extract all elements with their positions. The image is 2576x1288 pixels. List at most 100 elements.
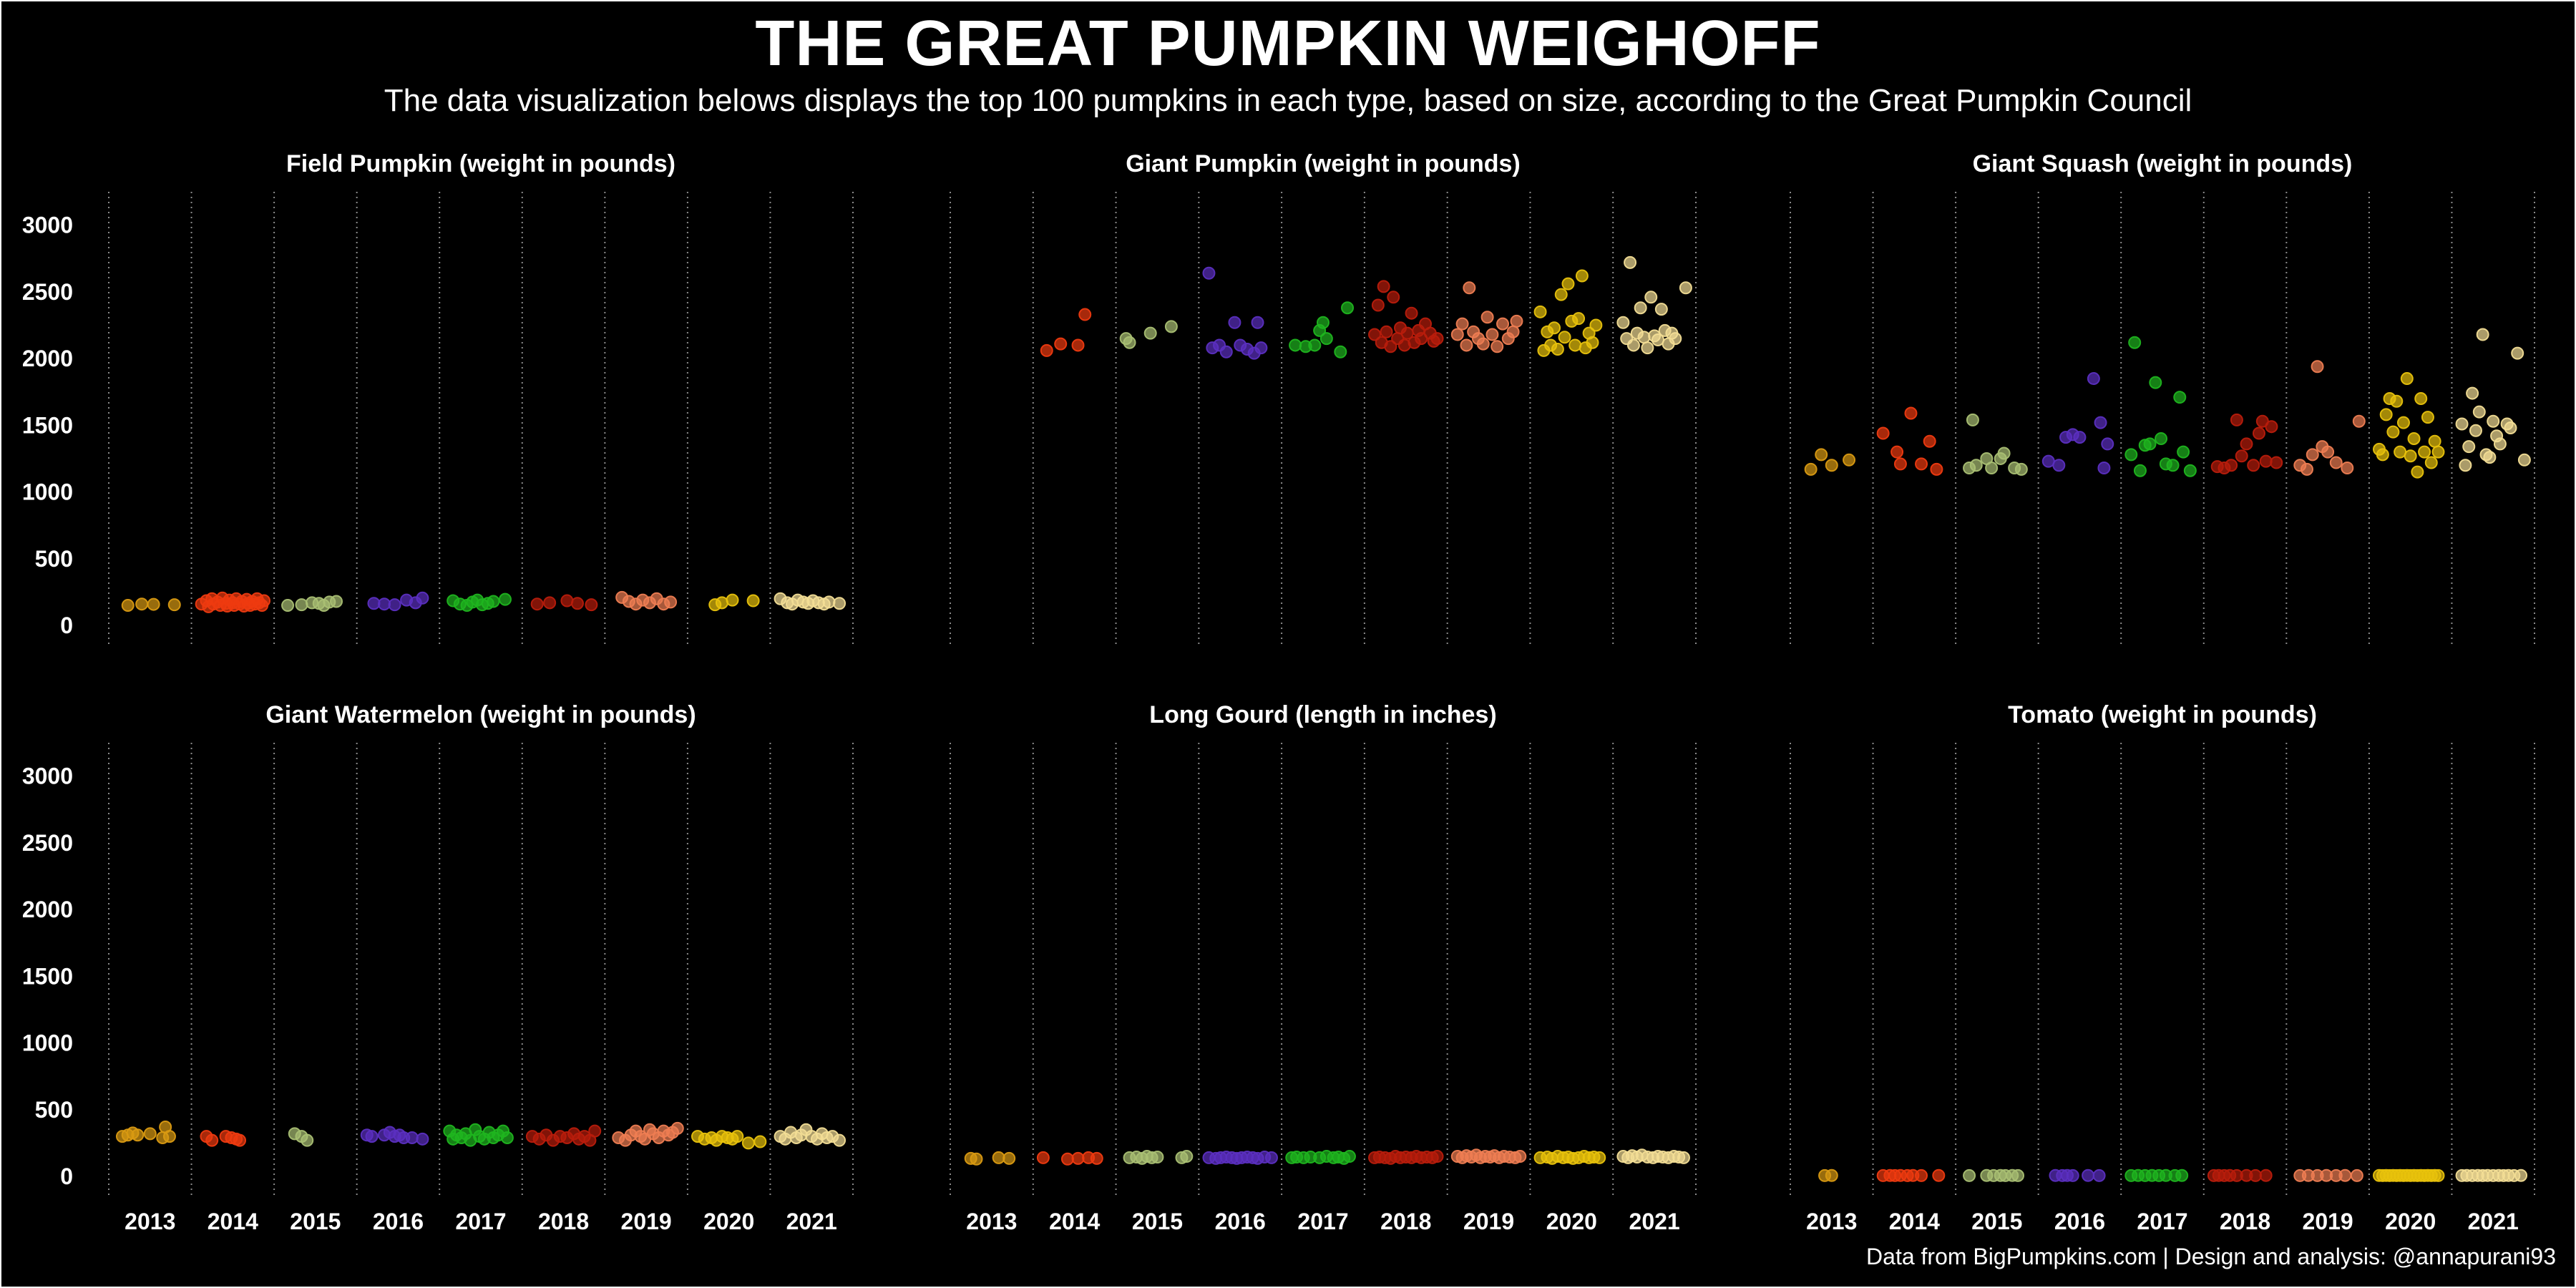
data-point xyxy=(2411,465,2424,479)
y-tick-label: 1500 xyxy=(22,412,73,438)
data-point xyxy=(1506,325,1520,338)
y-tick-label: 1000 xyxy=(22,479,73,505)
data-point xyxy=(1071,338,1085,352)
data-point xyxy=(1589,318,1603,332)
data-point xyxy=(2431,1169,2445,1182)
data-point xyxy=(1430,1150,1444,1163)
data-point xyxy=(530,597,544,611)
data-point xyxy=(1575,269,1589,283)
data-point xyxy=(147,597,160,611)
data-point xyxy=(2514,1169,2528,1182)
facet-title: Field Pumpkin (weight in pounds) xyxy=(286,150,675,177)
data-point xyxy=(143,1127,157,1141)
data-point xyxy=(1476,337,1490,351)
data-point xyxy=(1679,281,1692,295)
data-point xyxy=(405,1131,419,1144)
data-point xyxy=(1815,448,1828,462)
data-point xyxy=(1930,462,1943,476)
data-point xyxy=(2247,459,2260,472)
data-point xyxy=(1876,426,1890,440)
data-point xyxy=(1308,338,1322,352)
data-point xyxy=(1510,314,1523,328)
data-point xyxy=(1624,255,1637,269)
facet-title: Giant Squash (weight in pounds) xyxy=(1973,150,2353,177)
data-point xyxy=(726,593,739,607)
data-point xyxy=(2407,431,2421,445)
y-tick-label: 0 xyxy=(60,613,73,638)
data-point xyxy=(1654,303,1668,316)
data-point xyxy=(2097,461,2111,474)
data-point xyxy=(753,1135,767,1148)
data-point xyxy=(1677,1151,1690,1164)
data-point xyxy=(2082,1169,2095,1182)
x-tick-label: 2019 xyxy=(621,1209,672,1234)
data-point xyxy=(1264,1151,1278,1164)
data-point xyxy=(2092,1169,2106,1182)
data-point xyxy=(1430,332,1444,346)
data-point xyxy=(2421,411,2434,424)
x-tick-label: 2020 xyxy=(703,1209,754,1234)
data-point xyxy=(560,594,574,608)
x-tick-label: 2021 xyxy=(786,1209,837,1234)
y-tick-label: 2000 xyxy=(22,346,73,371)
data-point xyxy=(2259,454,2273,468)
data-point xyxy=(1963,1169,1976,1182)
data-point xyxy=(2052,459,2066,472)
data-point xyxy=(2466,386,2479,400)
data-point xyxy=(2329,456,2343,469)
data-point xyxy=(1669,332,1682,346)
data-point xyxy=(1219,345,1233,358)
data-point xyxy=(1480,311,1494,324)
data-point xyxy=(330,595,343,608)
data-point xyxy=(970,1152,983,1166)
data-point xyxy=(2379,408,2393,421)
x-tick-label: 2016 xyxy=(373,1209,424,1234)
data-point xyxy=(1893,457,1907,471)
x-tick-label: 2016 xyxy=(2054,1209,2105,1234)
data-point xyxy=(833,1133,847,1147)
data-point xyxy=(741,1136,755,1150)
data-point xyxy=(715,596,728,610)
data-point xyxy=(2386,425,2400,439)
data-point xyxy=(2252,426,2265,440)
data-point xyxy=(1533,305,1547,318)
data-point xyxy=(2259,1169,2273,1182)
data-point xyxy=(1460,338,1473,352)
chart-title: THE GREAT PUMPKIN WEIGHOFF xyxy=(755,8,1821,79)
data-point xyxy=(2338,1169,2352,1182)
data-point xyxy=(2225,459,2238,472)
data-point xyxy=(365,1130,379,1143)
data-point xyxy=(1985,461,1999,474)
data-point xyxy=(295,598,308,612)
x-tick-label: 2017 xyxy=(455,1209,506,1234)
y-tick-label: 2000 xyxy=(22,897,73,922)
data-point xyxy=(121,599,135,613)
data-point xyxy=(1342,1150,1356,1163)
facet-title: Tomato (weight in pounds) xyxy=(2008,701,2317,728)
data-point xyxy=(2341,461,2354,474)
data-point xyxy=(2128,336,2142,349)
data-point xyxy=(498,592,512,606)
data-point xyxy=(2511,346,2524,360)
x-tick-label: 2020 xyxy=(2385,1209,2436,1234)
data-point xyxy=(1804,462,1818,476)
data-point xyxy=(1997,447,2011,460)
data-point xyxy=(1626,338,1640,352)
x-tick-label: 2019 xyxy=(2303,1209,2353,1234)
data-point xyxy=(1090,1151,1103,1165)
data-point xyxy=(2175,1169,2189,1182)
data-point xyxy=(1551,343,1564,356)
data-point xyxy=(2073,431,2087,444)
data-point xyxy=(301,1133,314,1147)
data-point xyxy=(2230,413,2243,426)
y-tick-label: 1500 xyxy=(22,963,73,989)
data-point xyxy=(1384,340,1397,353)
data-point xyxy=(1644,291,1658,304)
facet-title: Long Gourd (length in inches) xyxy=(1149,701,1496,728)
x-tick-label: 2018 xyxy=(1380,1209,1431,1234)
data-point xyxy=(1368,328,1382,341)
data-point xyxy=(2155,431,2168,445)
data-point xyxy=(2270,456,2283,469)
data-point xyxy=(2483,451,2497,464)
